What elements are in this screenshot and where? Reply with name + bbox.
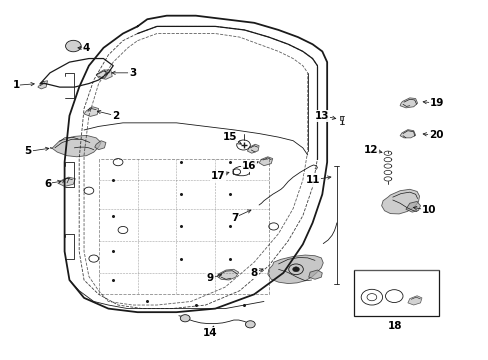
Text: 15: 15: [222, 132, 237, 142]
Circle shape: [292, 267, 299, 272]
Polygon shape: [405, 202, 420, 212]
Polygon shape: [84, 107, 99, 116]
Polygon shape: [217, 269, 238, 280]
Bar: [340, 116, 343, 120]
Text: 11: 11: [305, 175, 319, 185]
Text: 14: 14: [203, 328, 217, 338]
Polygon shape: [247, 144, 259, 153]
Text: 3: 3: [129, 68, 136, 78]
Circle shape: [65, 40, 81, 52]
Text: 13: 13: [314, 111, 329, 121]
Polygon shape: [267, 255, 323, 284]
Text: 17: 17: [210, 171, 224, 181]
Circle shape: [180, 315, 190, 322]
Text: 6: 6: [44, 179, 51, 189]
Text: 18: 18: [387, 321, 402, 332]
Text: 9: 9: [206, 273, 214, 283]
Text: 8: 8: [250, 268, 257, 278]
Text: 16: 16: [242, 161, 256, 171]
Text: 20: 20: [428, 130, 443, 140]
Polygon shape: [95, 141, 106, 150]
Text: 19: 19: [428, 98, 443, 108]
Text: 5: 5: [24, 147, 32, 157]
Polygon shape: [381, 189, 419, 214]
Polygon shape: [50, 135, 101, 157]
Text: 7: 7: [231, 212, 238, 222]
Text: 12: 12: [363, 145, 377, 155]
Text: 2: 2: [112, 111, 119, 121]
Text: 4: 4: [82, 43, 90, 53]
Text: 10: 10: [421, 205, 436, 215]
Bar: [353, 270, 438, 316]
Text: 1: 1: [12, 80, 20, 90]
Polygon shape: [407, 296, 421, 305]
Polygon shape: [38, 81, 47, 89]
Polygon shape: [96, 70, 112, 79]
Circle shape: [245, 321, 255, 328]
Polygon shape: [399, 130, 415, 138]
Polygon shape: [259, 157, 272, 166]
Polygon shape: [308, 270, 322, 279]
Polygon shape: [59, 177, 75, 186]
Polygon shape: [399, 98, 417, 108]
